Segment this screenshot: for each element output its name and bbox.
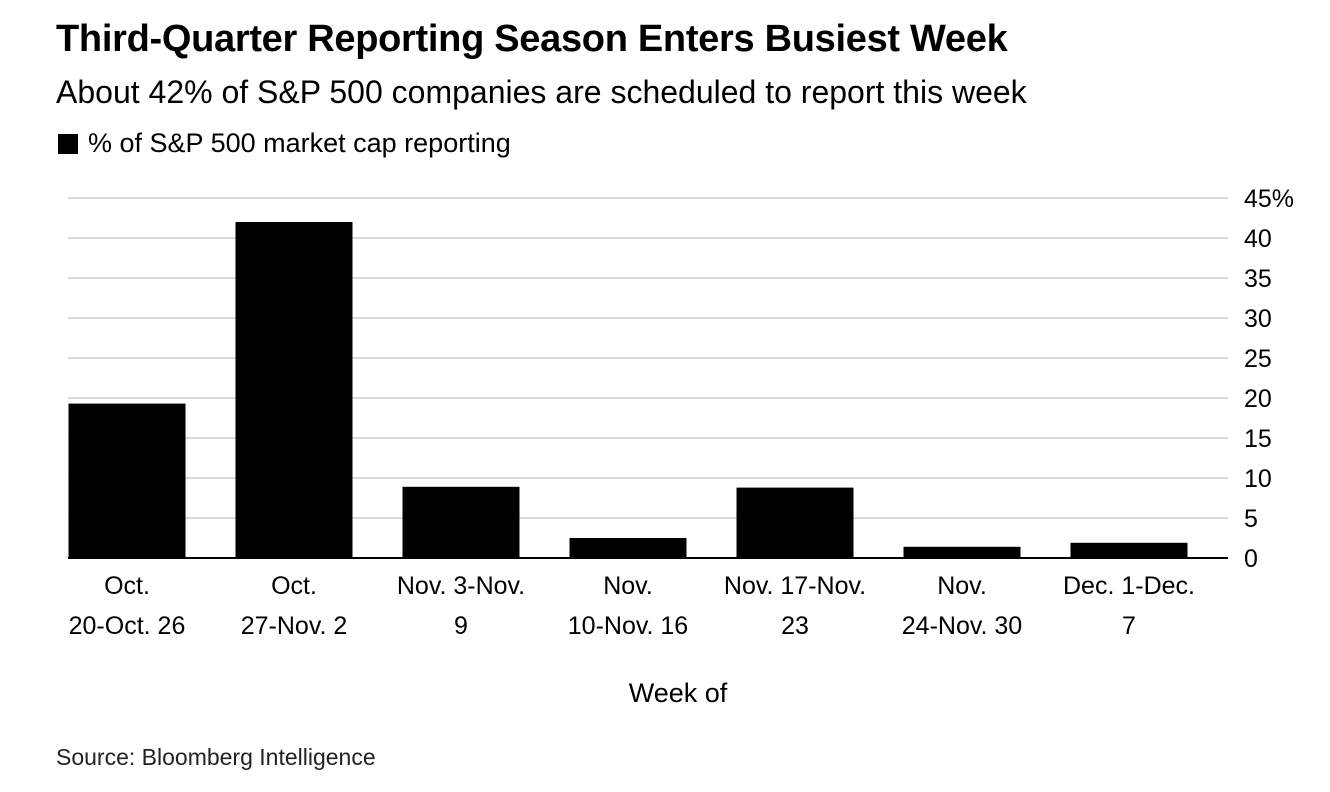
x-tick-label: 23 xyxy=(781,612,809,640)
x-tick-label: Nov. xyxy=(603,572,653,600)
x-tick-label: Dec. 1-Dec. xyxy=(1063,572,1195,600)
x-tick-label: 27-Nov. 2 xyxy=(241,612,348,640)
y-tick-label: 10 xyxy=(1244,465,1272,493)
legend: % of S&P 500 market cap reporting xyxy=(58,128,511,159)
y-tick-label: 45% xyxy=(1244,185,1294,213)
y-tick-label: 35 xyxy=(1244,265,1272,293)
x-axis-title: Week of xyxy=(629,678,728,708)
y-tick-label: 30 xyxy=(1244,305,1272,333)
y-tick-label: 0 xyxy=(1244,545,1258,573)
chart-title: Third-Quarter Reporting Season Enters Bu… xyxy=(56,18,1008,60)
x-tick-label: 24-Nov. 30 xyxy=(902,612,1022,640)
x-tick-label: 9 xyxy=(454,612,468,640)
source-note: Source: Bloomberg Intelligence xyxy=(56,744,376,770)
x-tick-label: Nov. 17-Nov. xyxy=(724,572,866,600)
x-tick-label: Nov. xyxy=(937,572,987,600)
y-tick-label: 25 xyxy=(1244,345,1272,373)
y-tick-label: 15 xyxy=(1244,425,1272,453)
y-tick-label: 5 xyxy=(1244,505,1258,533)
y-tick-label: 20 xyxy=(1244,385,1272,413)
legend-label: % of S&P 500 market cap reporting xyxy=(88,128,511,158)
bar xyxy=(569,538,687,558)
bar xyxy=(68,403,186,558)
legend-swatch xyxy=(58,133,78,154)
x-tick-label: Nov. 3-Nov. xyxy=(397,572,525,600)
bar xyxy=(1070,542,1188,558)
x-tick-label: 10-Nov. 16 xyxy=(568,612,688,640)
bar xyxy=(235,222,353,558)
bar xyxy=(903,546,1021,558)
x-tick-label: Oct. xyxy=(271,572,317,600)
bar xyxy=(736,487,854,558)
y-tick-label: 40 xyxy=(1244,225,1272,253)
x-tick-label: 20-Oct. 26 xyxy=(69,612,186,640)
bar xyxy=(402,486,520,558)
chart-subtitle: About 42% of S&P 500 companies are sched… xyxy=(56,74,1027,110)
x-tick-label: 7 xyxy=(1122,612,1136,640)
x-tick-label: Oct. xyxy=(104,572,150,600)
